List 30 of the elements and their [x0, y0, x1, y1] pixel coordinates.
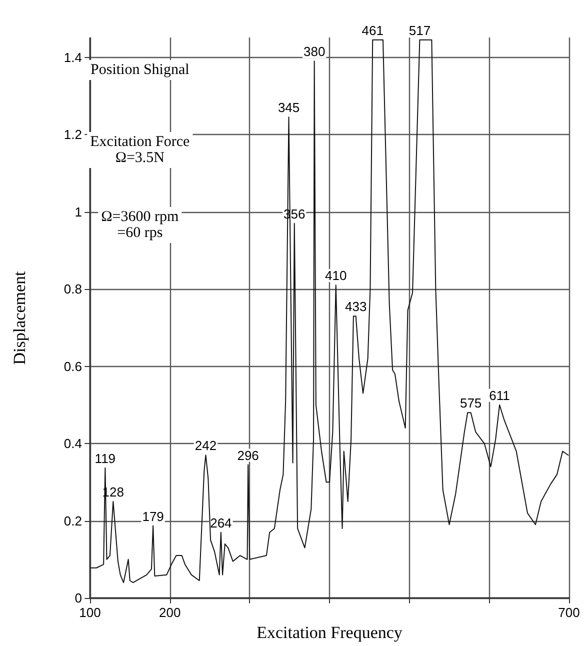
- y-tick-label: 0.4: [64, 436, 82, 452]
- annotation: 264: [210, 515, 232, 530]
- x-tick-label: 100: [79, 605, 101, 620]
- annotation: 410: [325, 268, 347, 284]
- annotation: 461: [362, 22, 384, 38]
- annotation: 517: [408, 22, 431, 38]
- annotation: 575: [460, 396, 482, 411]
- annotation: Position Shignal: [90, 62, 190, 78]
- y-tick-label: 0.2: [64, 513, 82, 528]
- x-axis-title: Excitation Frequency: [256, 623, 403, 642]
- y-tick-label: 0.8: [64, 282, 82, 297]
- annotation: 119: [94, 450, 116, 466]
- annotation: 296: [237, 448, 259, 463]
- annotation: 380: [303, 44, 326, 60]
- y-tick-label: 1: [74, 204, 82, 220]
- x-tick-label: 200: [158, 605, 181, 620]
- x-tick-label: 700: [558, 605, 580, 620]
- y-tick-label: 0: [74, 590, 82, 606]
- line-series: [90, 39, 569, 584]
- annotation: 242: [194, 438, 217, 454]
- annotation: 611: [489, 388, 510, 403]
- annotation: 433: [344, 299, 367, 314]
- annotation: 179: [142, 508, 164, 524]
- y-axis-title: Displacement: [10, 270, 29, 365]
- annotation: 345: [278, 100, 300, 116]
- y-tick-label: 1.2: [64, 127, 82, 142]
- annotation: Ω=3600 rpm =60 rps: [101, 209, 180, 241]
- annotation: Excitation Force Ω=3.5N: [90, 134, 190, 166]
- y-tick-label: 1.4: [64, 50, 82, 65]
- y-tick-label: 0.6: [64, 358, 82, 374]
